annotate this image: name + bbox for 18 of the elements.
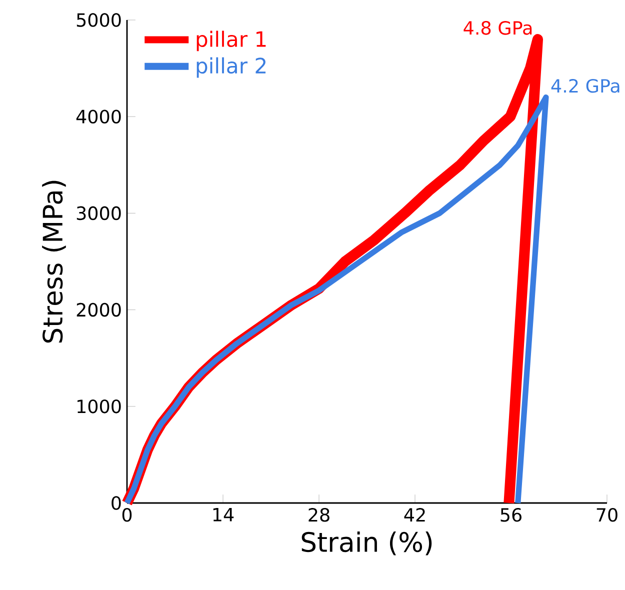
x-axis-title: Strain (%) bbox=[302, 531, 432, 556]
annotation: 4.8 GPa bbox=[464, 20, 532, 35]
x-tick-label: 0 bbox=[122, 508, 132, 522]
x-tick-label: 70 bbox=[596, 508, 618, 522]
x-tick-label: 14 bbox=[213, 508, 234, 522]
legend-label: pillar 1 bbox=[196, 30, 266, 52]
x-tick-label: 56 bbox=[500, 508, 522, 522]
y-axis-title: Stress (MPa) bbox=[42, 180, 66, 343]
annotation: 4.2 GPa bbox=[551, 78, 620, 93]
legend-label: pillar 2 bbox=[196, 57, 266, 78]
y-tick-label: 1000 bbox=[78, 399, 121, 414]
y-tick-label: 3000 bbox=[76, 206, 121, 220]
y-tick-label: 5000 bbox=[76, 13, 121, 27]
y-tick-label: 0 bbox=[112, 496, 121, 510]
x-tick-label: 28 bbox=[308, 508, 330, 522]
y-tick-label: 2000 bbox=[76, 302, 121, 317]
x-tick-label: 42 bbox=[404, 508, 425, 522]
y-tick-label: 4000 bbox=[76, 110, 121, 124]
